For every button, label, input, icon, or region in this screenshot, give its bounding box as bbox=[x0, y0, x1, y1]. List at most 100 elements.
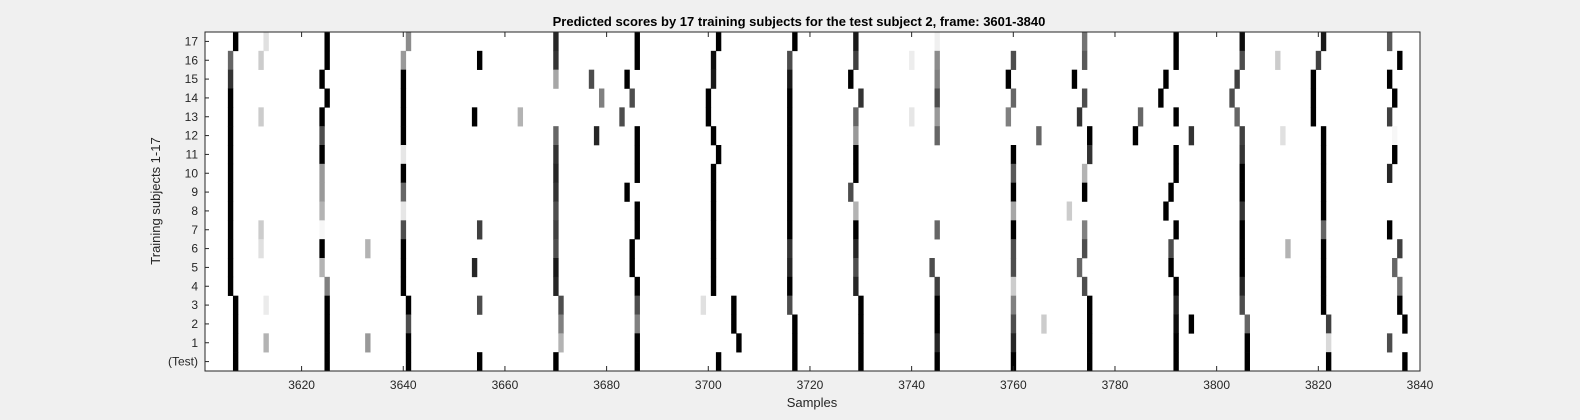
heatmap-cell bbox=[700, 295, 707, 315]
heatmap-cell bbox=[1315, 50, 1322, 70]
heatmap-cell bbox=[1081, 276, 1088, 296]
heatmap-cell bbox=[736, 333, 742, 353]
y-tick-label: 12 bbox=[185, 129, 199, 143]
heatmap-cell bbox=[324, 88, 330, 108]
x-tick-label: 3660 bbox=[492, 378, 519, 392]
heatmap-cell bbox=[1239, 220, 1245, 240]
heatmap-cell bbox=[1239, 163, 1245, 183]
heatmap-cell bbox=[1010, 182, 1017, 202]
heatmap-cell bbox=[1168, 258, 1174, 278]
heatmap-cell bbox=[853, 258, 859, 278]
heatmap-cell bbox=[517, 107, 524, 127]
heatmap-cell bbox=[400, 201, 407, 221]
heatmap-cell bbox=[1397, 239, 1403, 259]
heatmap-cell bbox=[1397, 295, 1403, 315]
heatmap-cell bbox=[227, 107, 234, 127]
chart-title: Predicted scores by 17 training subjects… bbox=[553, 14, 1046, 29]
heatmap-cell bbox=[400, 163, 407, 183]
heatmap-cell bbox=[1320, 32, 1327, 52]
heatmap-cell bbox=[858, 314, 864, 334]
heatmap-cell bbox=[1173, 107, 1179, 127]
heatmap-cell bbox=[731, 314, 737, 334]
heatmap-cell bbox=[1173, 276, 1179, 296]
heatmap-cell bbox=[553, 50, 559, 70]
heatmap-cell bbox=[553, 352, 559, 372]
heatmap-cell bbox=[553, 32, 559, 52]
heatmap-cell bbox=[1392, 88, 1398, 108]
heatmap-cell bbox=[848, 69, 854, 89]
heatmap-cell bbox=[400, 258, 407, 278]
heatmap-cell bbox=[476, 295, 483, 315]
y-tick-label: 17 bbox=[185, 34, 199, 48]
heatmap-cell bbox=[787, 239, 793, 259]
heatmap-cell bbox=[853, 163, 859, 183]
axis-ticks: 17 16 15 14 13 12 11 10 9 8 7 6 5 4 3 2 1 (Test) 3620 3640 3… bbox=[168, 32, 1434, 392]
heatmap-cell bbox=[624, 182, 630, 202]
heatmap-cell bbox=[471, 258, 478, 278]
heatmap-cell bbox=[1392, 258, 1398, 278]
heatmap-cell bbox=[1158, 88, 1164, 108]
heatmap-cell bbox=[258, 239, 264, 259]
heatmap-cell bbox=[1173, 145, 1179, 165]
heatmap-cell bbox=[1010, 145, 1017, 165]
heatmap-cell bbox=[710, 239, 717, 259]
y-tick-label: 10 bbox=[185, 166, 199, 180]
heatmap-cell bbox=[629, 88, 635, 108]
heatmap-cell bbox=[400, 145, 407, 165]
heatmap-cell bbox=[1076, 107, 1083, 127]
heatmap-cell bbox=[1010, 88, 1017, 108]
heatmap-cell bbox=[1275, 50, 1281, 70]
heatmap-cell bbox=[1010, 295, 1017, 315]
heatmap-cell bbox=[263, 333, 269, 353]
heatmap-cell bbox=[1188, 126, 1195, 146]
heatmap-cell bbox=[787, 276, 793, 296]
heatmap-cell bbox=[858, 88, 864, 108]
heatmap-cell bbox=[792, 314, 798, 334]
heatmap-cell bbox=[792, 333, 798, 353]
heatmap-cell bbox=[258, 50, 264, 70]
heatmap-cell bbox=[558, 295, 564, 315]
heatmap-cell bbox=[634, 201, 640, 221]
heatmap-cell bbox=[634, 220, 640, 240]
y-tick-label: 13 bbox=[185, 110, 199, 124]
heatmap-cell bbox=[934, 50, 940, 70]
heatmap-cell bbox=[787, 182, 793, 202]
heatmap-cell bbox=[1163, 201, 1169, 221]
heatmap-cell bbox=[934, 69, 940, 89]
heatmap-cell bbox=[227, 126, 234, 146]
heatmap-cell bbox=[553, 69, 559, 89]
heatmap-cell bbox=[1137, 107, 1144, 127]
heatmap-cell bbox=[731, 295, 737, 315]
heatmap-cell bbox=[1168, 239, 1174, 259]
heatmap-cell bbox=[232, 314, 239, 334]
heatmap-cell bbox=[629, 258, 635, 278]
heatmap-cell bbox=[471, 107, 478, 127]
heatmap-cell bbox=[1239, 182, 1245, 202]
heatmap-cell bbox=[934, 352, 940, 372]
y-tick-label: 15 bbox=[185, 72, 199, 86]
x-tick-label: 3800 bbox=[1203, 378, 1230, 392]
heatmap-cell bbox=[258, 107, 264, 127]
heatmap-cell bbox=[227, 239, 234, 259]
x-tick-label: 3620 bbox=[288, 378, 315, 392]
heatmap-cell bbox=[624, 69, 630, 89]
plot-frame bbox=[204, 31, 1421, 372]
heatmap-cell bbox=[319, 258, 325, 278]
heatmap-cell bbox=[319, 182, 325, 202]
heatmap-cell bbox=[1087, 352, 1093, 372]
heatmap-cell bbox=[405, 352, 412, 372]
heatmap-cell bbox=[934, 126, 940, 146]
y-tick-label: 7 bbox=[191, 223, 198, 237]
heatmap-cell bbox=[263, 295, 269, 315]
heatmap-cell bbox=[710, 126, 717, 146]
heatmap-cell bbox=[227, 145, 234, 165]
heatmap-cell bbox=[405, 333, 412, 353]
heatmap-cell bbox=[476, 50, 483, 70]
heatmap-cell bbox=[1320, 239, 1327, 259]
heatmap-cell bbox=[934, 276, 940, 296]
y-tick-label: 9 bbox=[191, 185, 198, 199]
heatmap-cell bbox=[853, 276, 859, 296]
heatmap-cell bbox=[1320, 220, 1327, 240]
heatmap-cell bbox=[792, 32, 798, 52]
